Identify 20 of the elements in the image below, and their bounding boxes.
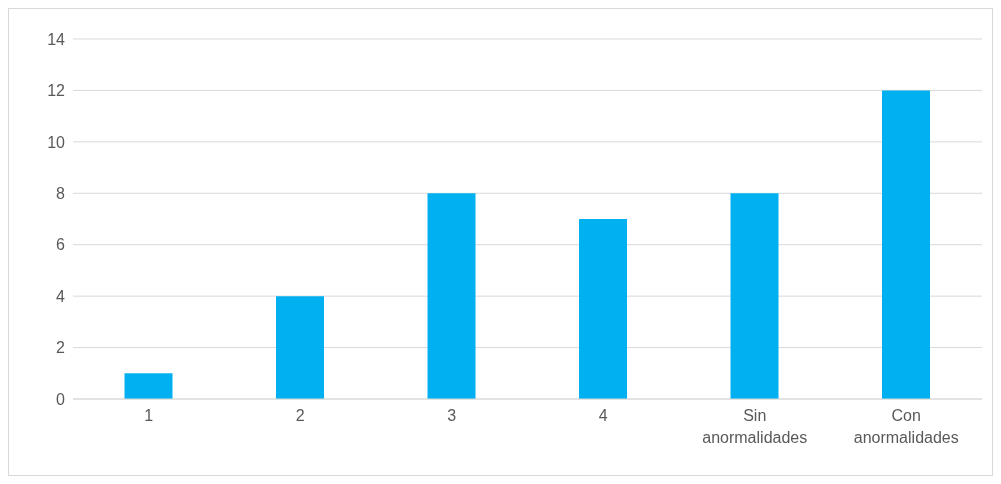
y-tick-label: 6 [56, 236, 66, 254]
x-tick-label: 1 [144, 407, 154, 424]
x-tick-label: Con anormalidades [853, 407, 959, 446]
bar [124, 373, 173, 399]
y-tick-label: 10 [47, 133, 66, 151]
bar [276, 296, 325, 399]
x-tick-label: 2 [295, 407, 305, 424]
x-tick-label: 4 [598, 407, 608, 424]
y-tick-label: 0 [56, 390, 66, 408]
bar [579, 219, 628, 399]
y-tick-label: 4 [56, 287, 66, 305]
bar [882, 90, 931, 399]
y-tick-label: 14 [47, 30, 66, 48]
bar [730, 193, 779, 399]
y-tick-label: 8 [56, 184, 66, 202]
y-tick-label: 12 [47, 82, 66, 100]
bar [427, 193, 476, 399]
x-tick-label: Sin anormalidades [702, 407, 808, 446]
x-tick-label: 3 [447, 407, 457, 424]
y-tick-label: 2 [56, 339, 66, 357]
